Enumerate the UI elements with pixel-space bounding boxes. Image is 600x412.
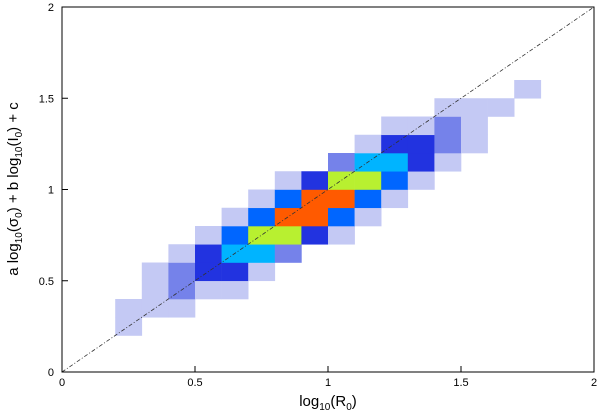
cell (221, 262, 249, 282)
cell (354, 189, 382, 209)
x-tick-label: 0 (59, 377, 65, 389)
cell (354, 207, 382, 227)
cell (115, 299, 143, 318)
cell (168, 299, 196, 318)
cell (274, 171, 302, 190)
cell (274, 226, 302, 245)
x-tick-label: 1.5 (453, 377, 468, 389)
label-text: ) + c (5, 102, 22, 132)
cell (274, 244, 302, 263)
y-tick-label: 2 (48, 2, 54, 14)
diagonal-line (61, 6, 595, 373)
cell (168, 262, 196, 282)
y-tick-label: 0.5 (39, 276, 54, 288)
cell (328, 226, 355, 245)
cell (461, 98, 488, 117)
cell (274, 189, 302, 209)
cell (248, 207, 276, 227)
cell (141, 262, 169, 282)
cell (301, 171, 329, 190)
x-tick-label: 2 (591, 377, 597, 389)
y-tick-label: 1.5 (39, 93, 54, 105)
cell (381, 171, 409, 190)
cell (354, 171, 382, 190)
cell (301, 207, 329, 227)
x-axis-label: log10(R0) (299, 393, 357, 412)
cell (381, 189, 409, 209)
label-subscript: 0 (14, 131, 25, 137)
cell (381, 116, 409, 136)
label-subscript: 10 (319, 402, 331, 412)
cell (487, 98, 515, 117)
cell (328, 153, 355, 172)
y-tick-label: 0 (48, 367, 54, 379)
cell (407, 171, 435, 190)
label-text: (I (5, 137, 22, 146)
cell (301, 226, 329, 245)
cell (248, 262, 276, 282)
label-text: a log (5, 243, 22, 276)
cell (221, 207, 249, 227)
cell (461, 134, 488, 154)
cell (168, 244, 196, 263)
label-subscript: 0 (346, 402, 352, 412)
cell (434, 116, 462, 136)
label-text: ) + b log (5, 158, 22, 213)
label-text: (σ (5, 217, 22, 232)
cell (248, 189, 276, 209)
cell (434, 134, 462, 154)
cell (195, 244, 222, 263)
cell (141, 280, 169, 300)
label-text: ) (352, 393, 357, 410)
cell (461, 116, 488, 136)
y-tick-label: 1 (48, 185, 54, 197)
cell (434, 153, 462, 172)
cell (221, 226, 249, 245)
label-text: log (299, 393, 319, 410)
cell (328, 207, 355, 227)
cell (407, 153, 435, 172)
x-tick-label: 1 (325, 377, 331, 389)
cell (248, 226, 276, 245)
cell (354, 134, 382, 154)
cell (381, 153, 409, 172)
cell (514, 80, 542, 99)
cell (248, 244, 276, 263)
y-axis-label: a log10(σ0) + b log10(I0) + c (5, 102, 25, 276)
label-subscript: 10 (14, 146, 25, 158)
cell (141, 299, 169, 318)
cell (328, 189, 355, 209)
cell (221, 280, 249, 300)
axes: 0 0.5 1 1.5 2 0 0.5 1 1.5 2 (39, 2, 597, 389)
label-subscript: 0 (14, 212, 25, 218)
cell (195, 226, 222, 245)
label-subscript: 10 (14, 232, 25, 244)
x-tick-label: 0.5 (187, 377, 202, 389)
label-text: (R (330, 393, 346, 410)
cell (407, 134, 435, 154)
cell (195, 280, 222, 300)
